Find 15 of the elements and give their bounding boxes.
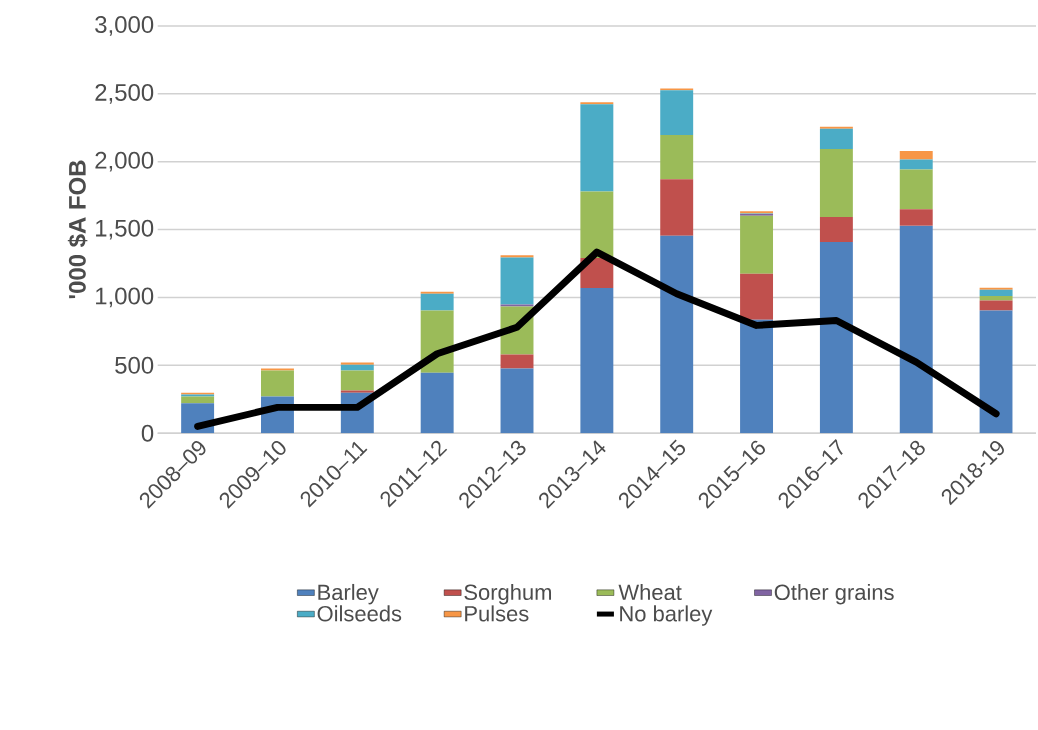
y-tick-label: 1,000: [96, 287, 154, 308]
legend-label: Pulses: [465, 605, 529, 622]
y-tick-label: 2,500: [95, 84, 154, 104]
y-tick-label: 500: [115, 357, 154, 374]
y-tick-label: 1,500: [96, 219, 154, 240]
legend-label: Oilseeds: [317, 605, 402, 622]
y-tick-label: 3,000: [95, 16, 154, 37]
y-tick-label: 0: [141, 424, 154, 442]
y-tick-label: 2,000: [95, 152, 154, 172]
legend-label: Barley: [318, 584, 379, 605]
y-axis-title: '000 $A FOB: [67, 160, 88, 299]
legend-label: Wheat: [618, 584, 682, 601]
legend-label: Other grains: [774, 584, 894, 605]
legend-label: Sorghum: [464, 584, 551, 605]
legend-label: No barley: [620, 605, 713, 627]
